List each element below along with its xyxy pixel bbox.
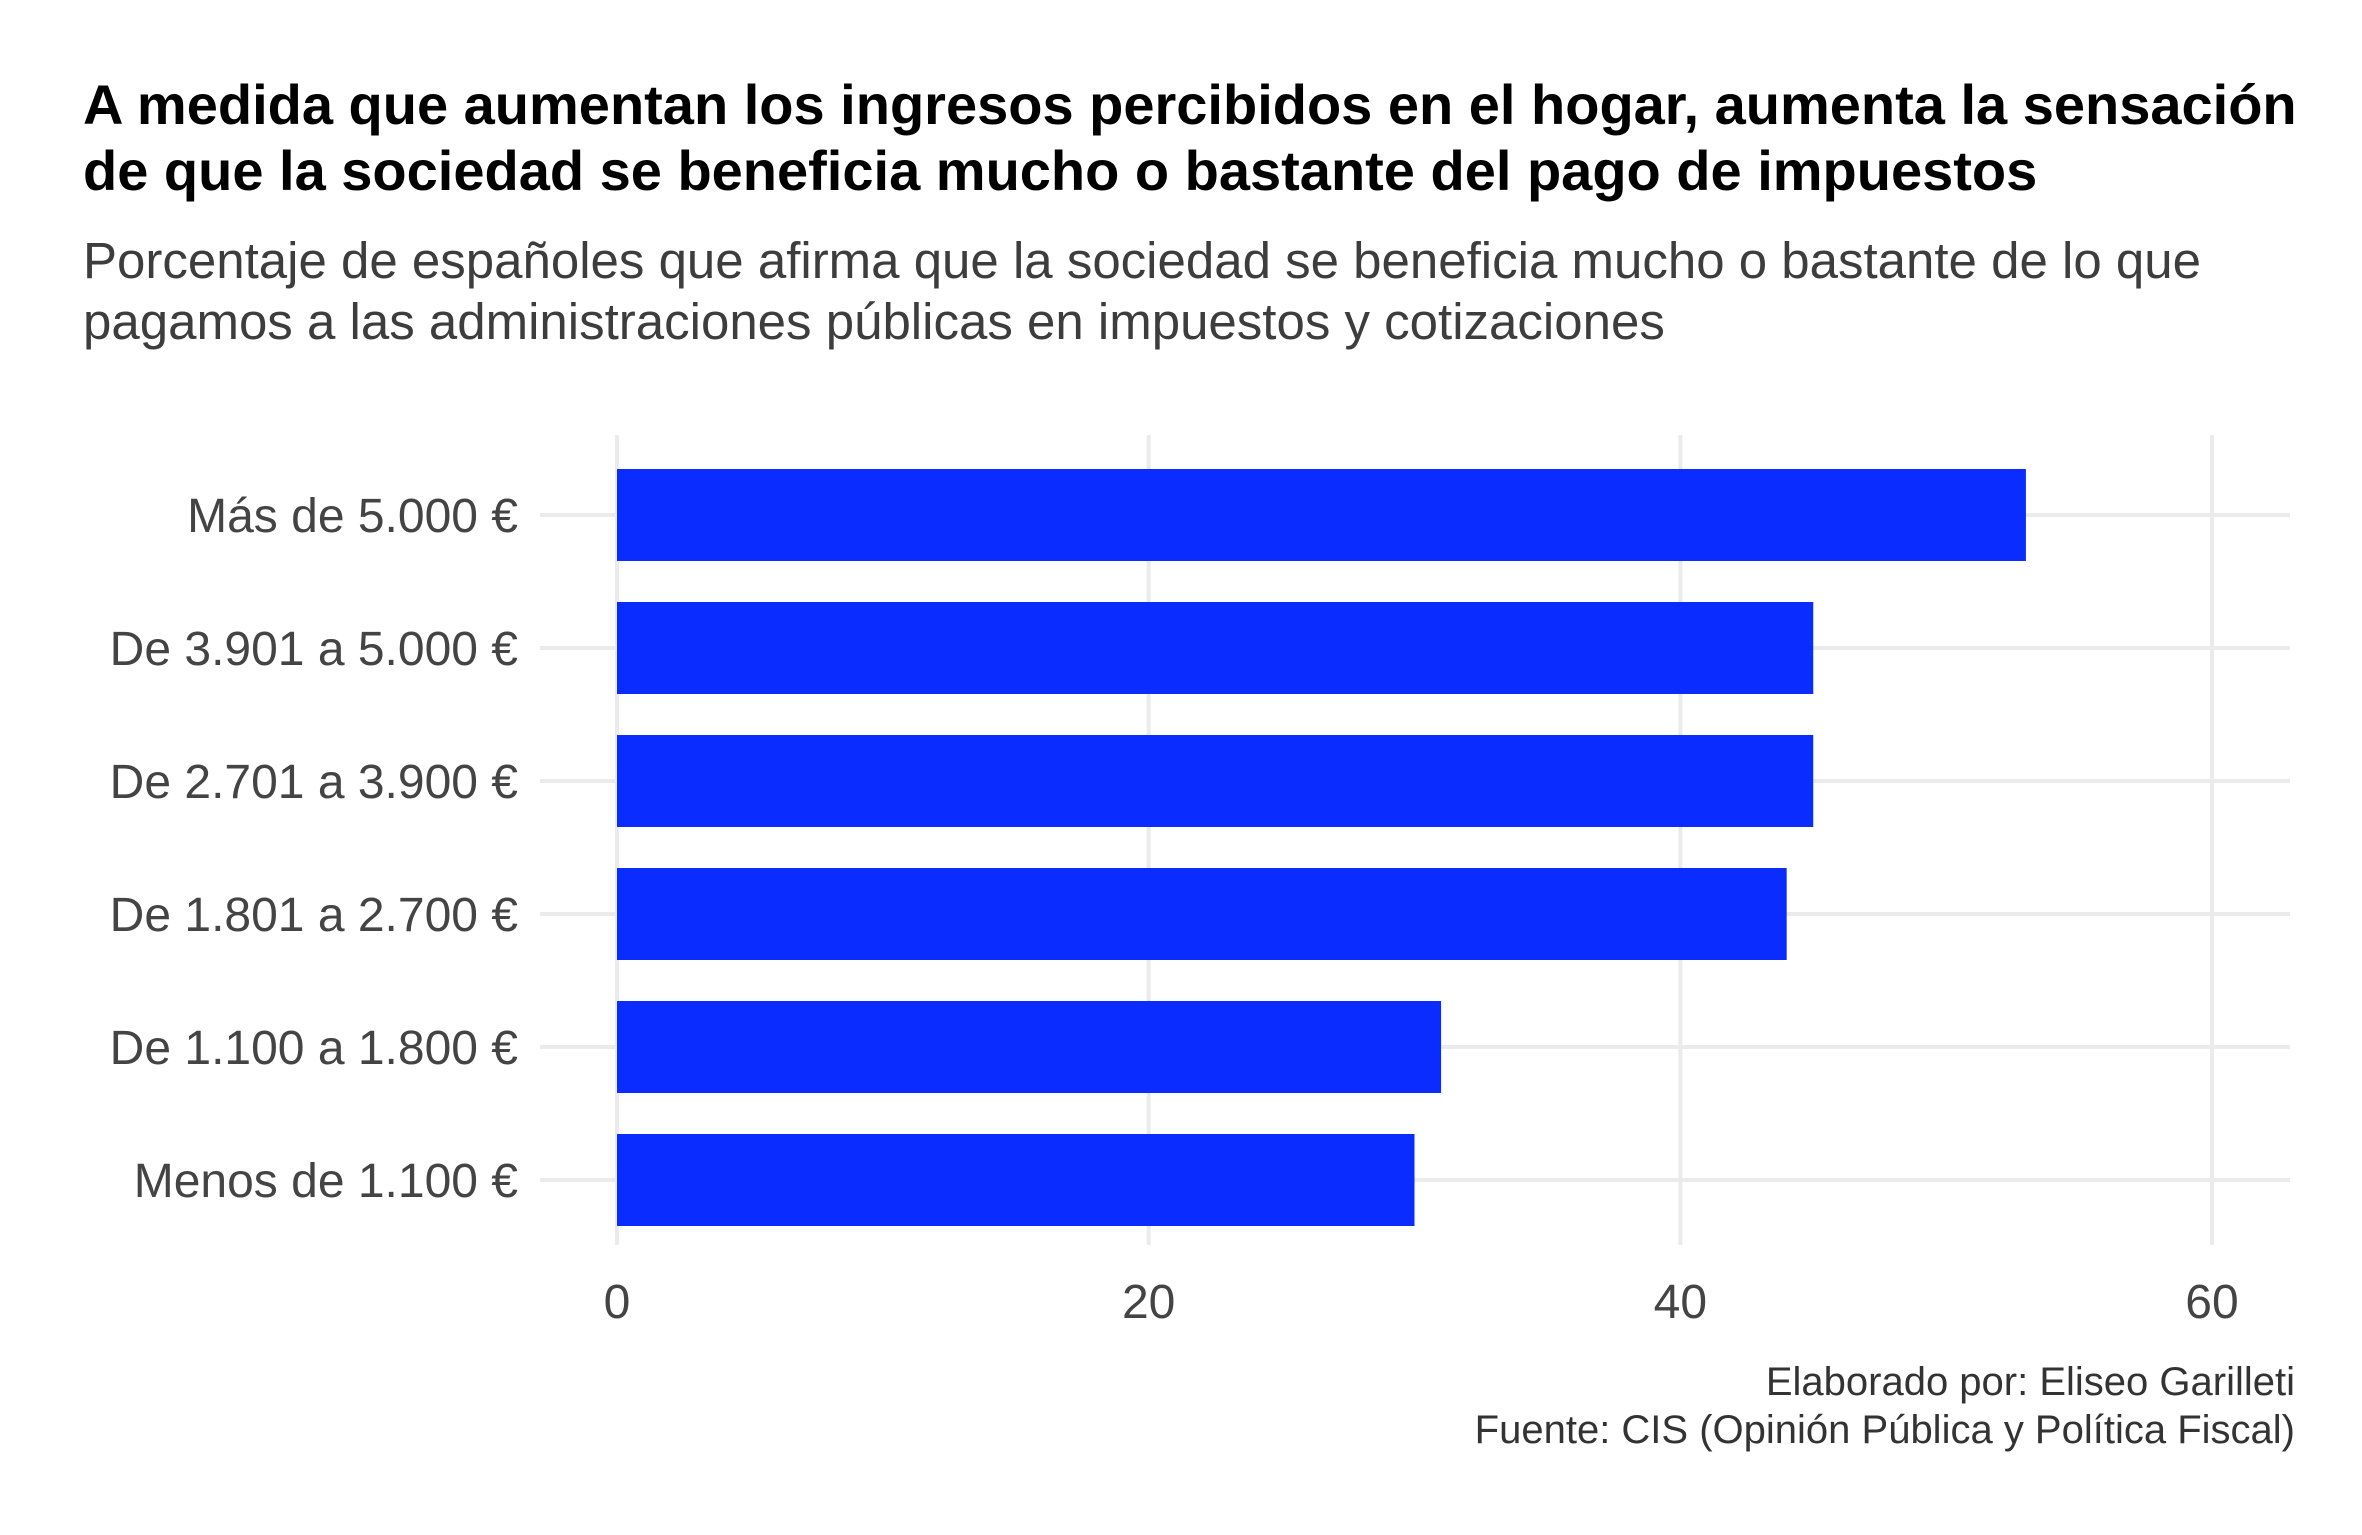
x-tick-labels: 0 20 40 60 (604, 1276, 2239, 1329)
x-tick-label: 40 (1654, 1276, 1707, 1329)
x-tick-label: 20 (1122, 1276, 1175, 1329)
category-labels: Más de 5.000 € De 3.901 a 5.000 € De 2.701… (110, 490, 519, 1208)
category-label: De 1.801 a 2.700 € (110, 889, 519, 942)
bar (617, 602, 1814, 694)
chart-caption: Elaborado por: Eliseo Garilleti Fuente: … (1475, 1358, 2295, 1454)
category-label: De 3.901 a 5.000 € (110, 623, 519, 676)
category-label: Menos de 1.100 € (134, 1155, 519, 1208)
category-label: Más de 5.000 € (187, 490, 518, 543)
x-tick-label: 0 (604, 1276, 631, 1329)
chart-subtitle: Porcentaje de españoles que afirma que l… (83, 232, 2201, 350)
category-label: De 2.701 a 3.900 € (110, 756, 519, 809)
bar (617, 1134, 1415, 1226)
bar (617, 735, 1814, 827)
source-credit: Fuente: CIS (Opinión Pública y Política … (1474, 1408, 2295, 1452)
bar (617, 868, 1787, 960)
bar (617, 1001, 1442, 1093)
bar (617, 469, 2026, 561)
author-credit: Elaborado por: Eliseo Garilleti (1765, 1360, 2295, 1404)
x-tick-label: 60 (2185, 1276, 2238, 1329)
category-label: De 1.100 a 1.800 € (110, 1022, 519, 1075)
bars (617, 469, 2026, 1226)
chart-title: A medida que aumentan los ingresos perci… (83, 73, 2297, 202)
